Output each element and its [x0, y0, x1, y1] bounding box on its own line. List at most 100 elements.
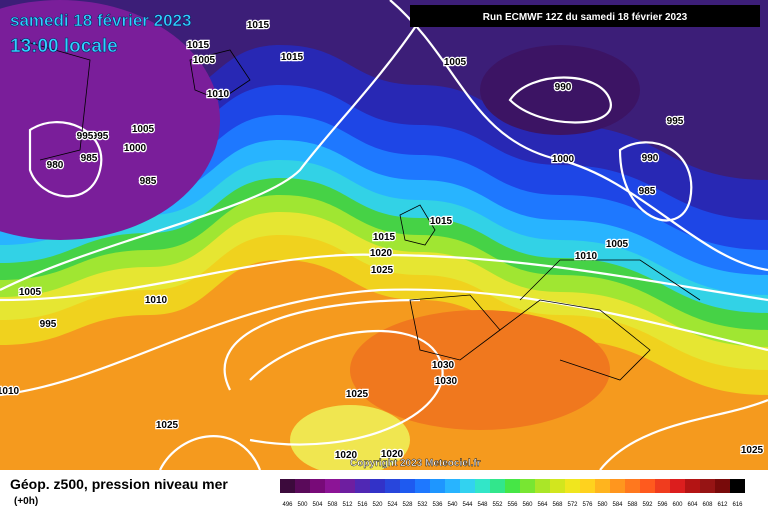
isobar-label: 1025 [371, 265, 394, 276]
scale-swatch [580, 479, 595, 493]
scale-swatch [550, 479, 565, 493]
isobar-label: 985 [140, 176, 157, 187]
isobar-label: 1015 [281, 52, 304, 63]
legend-title: Géop. z500, pression niveau mer [10, 476, 228, 492]
deep-low [480, 45, 640, 135]
isobar-label: 990 [642, 153, 659, 164]
scale-label: 536 [432, 502, 443, 508]
scale-swatch [595, 479, 610, 493]
isobar-label: 1025 [741, 445, 764, 456]
scale-swatch [565, 479, 580, 493]
legend-lead: (+0h) [14, 496, 38, 507]
scale-label: 584 [612, 502, 623, 508]
isobar-label: 1030 [435, 376, 458, 387]
scale-label: 548 [477, 502, 488, 508]
scale-label: 596 [657, 502, 668, 508]
scale-swatch [490, 479, 505, 493]
scale-label: 504 [312, 502, 323, 508]
isobars [0, 0, 768, 471]
scale-label: 552 [492, 502, 503, 508]
date-label: samedi 18 février 2023 [10, 11, 191, 30]
scale-label: 588 [627, 502, 638, 508]
scale-label: 604 [687, 502, 698, 508]
scale-swatch [715, 479, 730, 493]
copyright: Copyright 2023 Meteociel.fr [350, 458, 481, 469]
purple-low [0, 0, 220, 240]
scale-label: 540 [447, 502, 458, 508]
isobar-label: 1000 [552, 154, 575, 165]
scale-swatch [415, 479, 430, 493]
run-box [410, 5, 760, 27]
scale-label: 580 [597, 502, 608, 508]
scale-swatch [385, 479, 400, 493]
scale-swatch [520, 479, 535, 493]
color-scale: 496 500 504 508 512 516 520 524 528 532 536 540 544 5… [280, 479, 745, 508]
scale-label: 564 [537, 502, 548, 508]
color-band [0, 0, 768, 180]
isobar-label: 1015 [430, 216, 453, 227]
isobar-label: 980 [47, 160, 64, 171]
isobar-label: 995 [92, 131, 109, 142]
scale-label: 512 [342, 502, 353, 508]
coastlines [19, 39, 701, 381]
isobar-label: 1015 [247, 20, 270, 31]
scale-swatch [685, 479, 700, 493]
warm-core [350, 310, 610, 430]
scale-label: 556 [507, 502, 518, 508]
isobar-label: 1020 [381, 449, 404, 460]
isobar-label: 1005 [193, 55, 216, 66]
scale-label: 600 [672, 502, 683, 508]
scale-swatch [475, 479, 490, 493]
scale-label: 568 [552, 502, 563, 508]
scale-label: 544 [462, 502, 473, 508]
scale-label: 496 [282, 502, 293, 508]
isobar-label: 1020 [370, 248, 393, 259]
scale-label: 616 [732, 502, 743, 508]
scale-label: 520 [372, 502, 383, 508]
scale-swatch [325, 479, 340, 493]
scale-label: 572 [567, 502, 578, 508]
scale-swatch [700, 479, 715, 493]
scale-label: 532 [417, 502, 428, 508]
isobar-label: 1010 [575, 251, 598, 262]
isobar-label: 990 [555, 82, 572, 93]
isobar-label: 1020 [335, 450, 358, 461]
scale-label: 528 [402, 502, 413, 508]
isobar-label: 995 [40, 319, 57, 330]
isobar-label: 1005 [444, 57, 467, 68]
isobar-label: 1005 [606, 239, 629, 250]
run-label: Run ECMWF 12Z du samedi 18 février 2023 [483, 12, 688, 23]
isobar-label: 1025 [156, 420, 179, 431]
scale-swatch [400, 479, 415, 493]
scale-swatch [655, 479, 670, 493]
scale-swatch [310, 479, 325, 493]
isobar-label: 1010 [0, 386, 20, 397]
scale-label: 592 [642, 502, 653, 508]
scale-swatch [340, 479, 355, 493]
scale-label: 608 [702, 502, 713, 508]
scale-label: 576 [582, 502, 593, 508]
scale-label: 524 [387, 502, 398, 508]
scale-label: 560 [522, 502, 533, 508]
scale-swatch [730, 479, 745, 493]
scale-swatch [370, 479, 385, 493]
isobar-label: 1000 [124, 143, 147, 154]
scale-swatch [430, 479, 445, 493]
scale-label: 612 [717, 502, 728, 508]
isobar-label: 1005 [132, 124, 155, 135]
isobar-label: 1010 [145, 295, 168, 306]
isobar-labels: 1015 1005 1015 1015 1010 1005 1000 995 995 985 980… [0, 19, 765, 463]
scale-swatch [640, 479, 655, 493]
scale-swatch [355, 479, 370, 493]
scale-swatch [460, 479, 475, 493]
scale-swatch [280, 479, 295, 493]
scale-swatch [610, 479, 625, 493]
isobar-label: 985 [639, 186, 656, 197]
scale-label: 516 [357, 502, 368, 508]
isobar-label: 1015 [373, 232, 396, 243]
isobar-label: 1030 [432, 360, 455, 371]
scale-swatch [535, 479, 550, 493]
scale-swatch [670, 479, 685, 493]
isobar-label: 995 [667, 116, 684, 127]
